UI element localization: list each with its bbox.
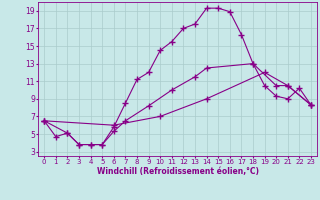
X-axis label: Windchill (Refroidissement éolien,°C): Windchill (Refroidissement éolien,°C)	[97, 167, 259, 176]
